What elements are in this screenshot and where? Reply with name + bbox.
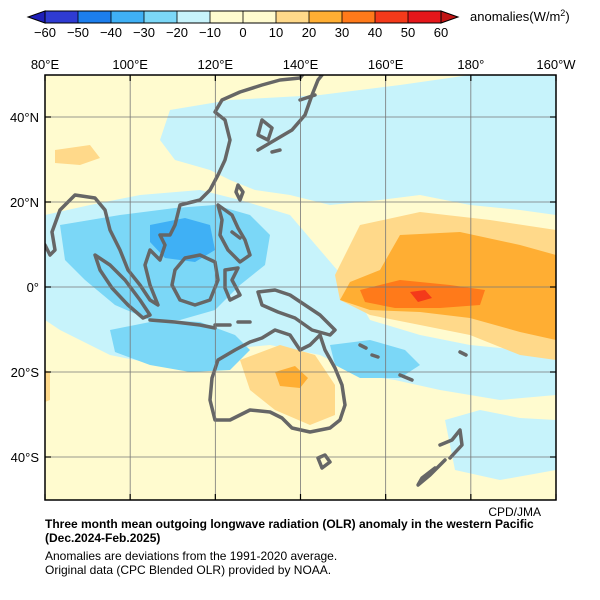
caption-title: Three month mean outgoing longwave radia… xyxy=(45,517,534,531)
gridlines xyxy=(45,75,556,500)
colorbar: −60 −50 −40 −30 −20 −10 0 10 20 30 40 50 60 anomalie… xyxy=(26,8,570,40)
colorbar-cell xyxy=(342,11,376,23)
coastline-new-guinea xyxy=(256,288,337,337)
colorbar-tick-label: −60 xyxy=(34,25,56,40)
colorbar-cell xyxy=(276,11,310,23)
anomaly-patch-light-cyan-south xyxy=(445,410,556,480)
colorbar-tick-label: 30 xyxy=(335,25,349,40)
longitude-label: 160°E xyxy=(368,57,404,72)
coastline-borneo xyxy=(170,253,220,307)
caption-note: Anomalies are deviations from the 1991-2… xyxy=(45,549,338,563)
colorbar-cell xyxy=(177,11,211,23)
colorbar-tick-label: −20 xyxy=(166,25,188,40)
coastline-tasmania xyxy=(316,453,332,470)
coastline-philippines xyxy=(216,203,252,264)
coastline-australia xyxy=(208,328,347,434)
colorbar-right-arrow xyxy=(440,10,460,24)
coastline-lesser-sunda xyxy=(213,320,252,327)
coastline-java xyxy=(148,318,217,330)
anomaly-patch-light-orange-north xyxy=(55,145,100,165)
colorbar-tick-label: −50 xyxy=(67,25,89,40)
coastline-islands xyxy=(358,343,468,382)
latitude-labels: 40°N 20°N 0° 20°S 40°S xyxy=(10,110,39,465)
latitude-label: 20°S xyxy=(11,365,40,380)
colorbar-cell xyxy=(210,11,244,23)
coastline-korea xyxy=(256,118,274,142)
latitude-label: 40°N xyxy=(10,110,39,125)
colorbar-cell xyxy=(408,11,442,23)
longitude-label: 160°W xyxy=(536,57,576,72)
credit-label: CPD/JMA xyxy=(488,505,541,519)
coastline-new-zealand xyxy=(416,428,464,487)
anomaly-patch-blue-core xyxy=(150,218,215,262)
colorbar-unit-label: anomalies(W/m2) xyxy=(470,8,570,24)
map: 80°E 100°E 120°E 140°E 160°E 180° 160°W 40°N 20… xyxy=(10,57,576,519)
latitude-label: 0° xyxy=(27,280,39,295)
anomaly-patch-cyan-coral-sea xyxy=(330,340,420,378)
colorbar-tick-label: 60 xyxy=(434,25,448,40)
colorbar-tick-label: −30 xyxy=(133,25,155,40)
longitude-label: 140°E xyxy=(283,57,319,72)
anomaly-patch-light-cyan-north xyxy=(160,75,556,215)
anomaly-patch-red-core xyxy=(410,290,432,302)
coastlines xyxy=(45,75,468,487)
anomaly-patch-orange-australia xyxy=(275,366,308,388)
colorbar-tick-label: 50 xyxy=(401,25,415,40)
longitude-label: 180° xyxy=(457,57,484,72)
colorbar-cell xyxy=(111,11,145,23)
colorbar-cell xyxy=(78,11,112,23)
colorbar-cell xyxy=(45,11,79,23)
colorbar-ticks: −60 −50 −40 −30 −20 −10 0 10 20 30 40 50 60 xyxy=(34,11,448,40)
colorbar-cell xyxy=(309,11,343,23)
longitude-label: 100°E xyxy=(112,57,148,72)
longitude-labels: 80°E 100°E 120°E 140°E 160°E 180° 160°W xyxy=(31,57,576,72)
caption-period: (Dec.2024-Feb.2025) xyxy=(45,531,161,545)
colorbar-left-arrow xyxy=(26,10,46,24)
coastline-japan xyxy=(256,75,324,154)
map-ticks xyxy=(44,75,557,500)
longitude-label: 80°E xyxy=(31,57,60,72)
colorbar-tick-label: 40 xyxy=(368,25,382,40)
coastline-sumatra xyxy=(93,253,152,320)
colorbar-tick-label: 0 xyxy=(239,25,246,40)
caption-source: Original data (CPC Blended OLR) provided… xyxy=(45,563,332,577)
colorbar-tick-label: 20 xyxy=(302,25,316,40)
latitude-label: 20°N xyxy=(10,195,39,210)
colorbar-tick-label: −10 xyxy=(199,25,221,40)
coastline-taiwan xyxy=(234,183,245,202)
colorbar-cell xyxy=(375,11,409,23)
latitude-label: 40°S xyxy=(11,450,40,465)
colorbar-tick-label: −40 xyxy=(100,25,122,40)
coastline-sulawesi xyxy=(223,266,242,302)
colorbar-cells xyxy=(45,11,442,23)
anomaly-patch-light-orange-west xyxy=(45,370,50,402)
colorbar-tick-label: 10 xyxy=(269,25,283,40)
colorbar-cell xyxy=(243,11,277,23)
coastline-asia xyxy=(45,75,305,307)
colorbar-cell xyxy=(144,11,178,23)
longitude-label: 120°E xyxy=(198,57,234,72)
